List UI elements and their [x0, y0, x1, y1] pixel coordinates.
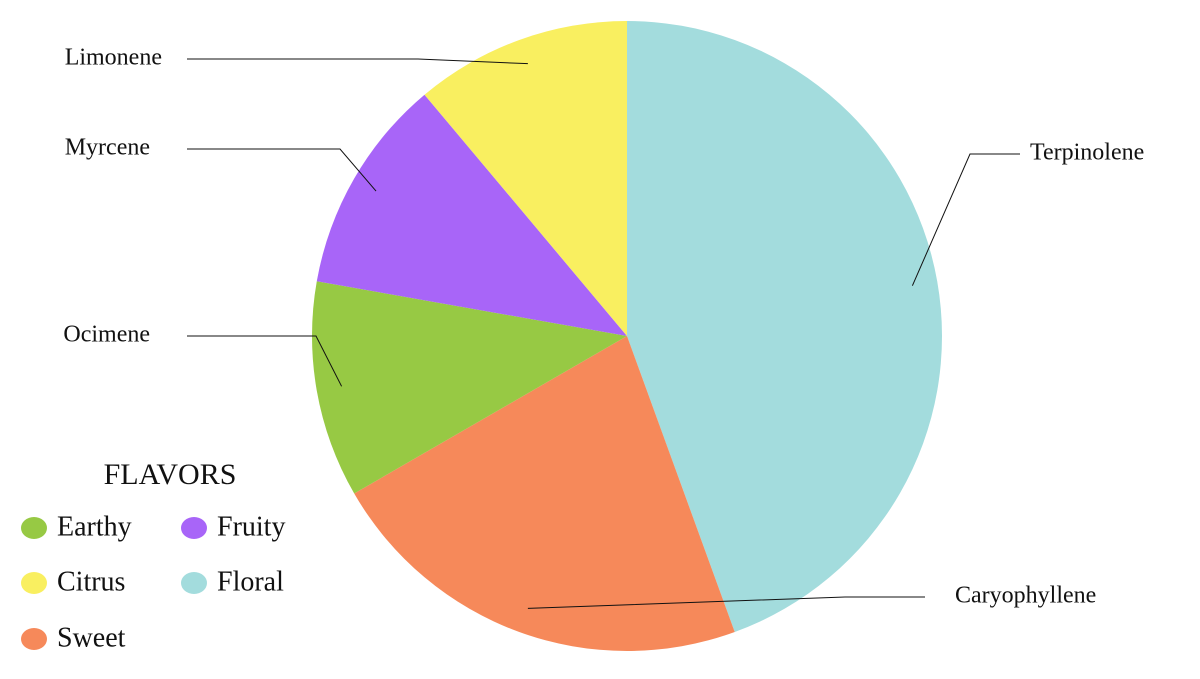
slice-label: Limonene	[65, 45, 162, 71]
pie-slice	[627, 21, 942, 633]
legend-swatch	[181, 517, 207, 539]
leader-line	[187, 148, 377, 192]
pie-slice	[424, 21, 627, 336]
legend-title: FLAVORS	[104, 458, 237, 491]
slice-label: Myrcene	[65, 135, 150, 161]
legend-label: Sweet	[57, 622, 126, 653]
legend-swatch	[21, 628, 47, 650]
pie-slice	[311, 281, 627, 494]
legend-swatch	[21, 572, 47, 594]
slice-label: Terpinolene	[1030, 140, 1144, 166]
leader-line	[187, 335, 343, 387]
leader-line	[527, 596, 925, 609]
legend-label: Fruity	[217, 511, 285, 542]
legend-label: Citrus	[57, 566, 125, 597]
pie-slice	[316, 94, 627, 336]
legend-label: Floral	[217, 566, 284, 597]
pie-slice	[354, 336, 735, 651]
leader-line	[911, 153, 1020, 286]
legend-label: Earthy	[57, 511, 132, 542]
leader-line	[187, 58, 528, 65]
slice-label: Ocimene	[63, 322, 150, 348]
slice-label: Caryophyllene	[955, 583, 1096, 609]
legend-swatch	[181, 572, 207, 594]
legend-swatch	[21, 517, 47, 539]
